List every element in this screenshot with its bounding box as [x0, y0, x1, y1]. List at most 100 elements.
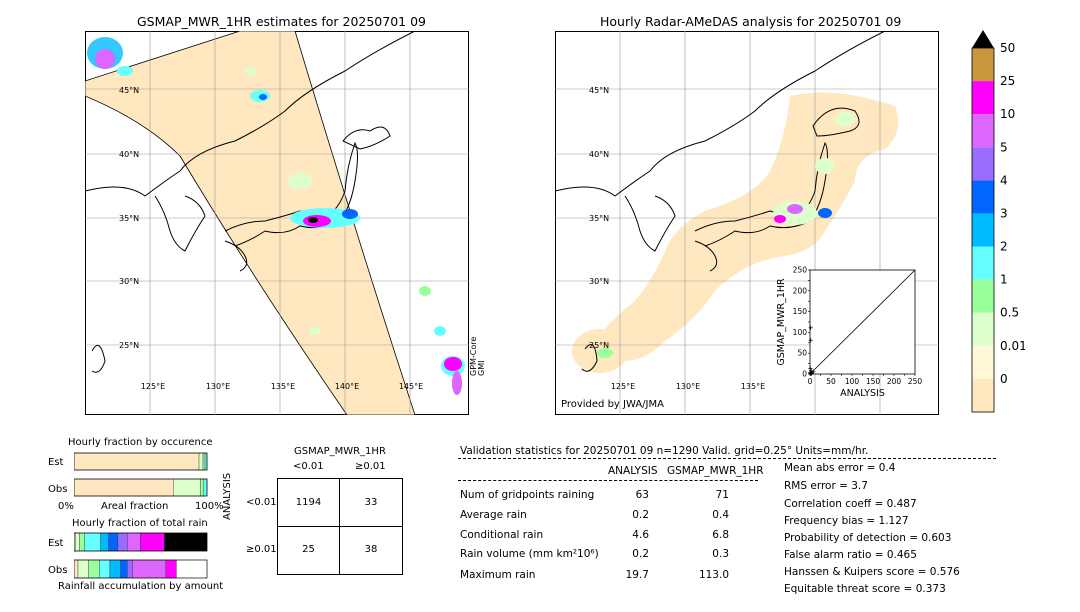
scatter-point: +: [808, 367, 814, 375]
colorbar-label: 3: [1000, 206, 1008, 220]
contingency-grid: 1194 33 25 38: [277, 478, 403, 575]
lon-label: 125°E: [141, 382, 165, 391]
scatter-xtick-label: 200: [887, 377, 902, 386]
scatter-point: +: [809, 369, 815, 377]
stacked-bar-outline: [74, 478, 208, 497]
lon-label: 145°E: [399, 382, 423, 391]
colorbar: 50 25 10 5 4 3 2 1 0.5 0.01 0: [971, 30, 1025, 413]
left-lon-labels: 125°E 130°E 135°E 140°E 145°E: [141, 382, 423, 391]
lat-label: 45°N: [119, 86, 139, 95]
score-corr: Correlation coeff = 0.487: [784, 498, 917, 510]
occurrence-obs-label: Obs: [48, 484, 68, 495]
occurrence-title: Hourly fraction by occurence: [68, 437, 213, 448]
score-ets: Equitable threat score = 0.373: [784, 583, 946, 595]
stacked-bar-segment: [77, 559, 89, 579]
occurrence-est-label: Est: [48, 457, 64, 468]
contingency-col-1: ≥0.01: [355, 461, 386, 472]
lat-label: 40°N: [589, 150, 609, 159]
colorbar-swatch: [972, 213, 994, 247]
lat-label: 25°N: [589, 341, 609, 350]
scatter-xtick-label: 100: [845, 377, 860, 386]
left-map: 45°N 40°N 35°N 30°N 25°N 125°E 130°E 135…: [85, 31, 469, 415]
colorbar-label: 25: [1000, 74, 1015, 88]
scatter-point: +: [807, 364, 813, 372]
scatter-ytick-label: 50: [797, 349, 807, 358]
contingency-row-1: ≥0.01: [246, 544, 277, 555]
lat-label: 45°N: [589, 86, 609, 95]
colorbar-label: 50: [1000, 41, 1015, 55]
right-lat-labels: 45°N 40°N 35°N 30°N 25°N: [589, 86, 609, 350]
occurrence-xlabel-100: 100%: [195, 501, 224, 512]
stat-row-label: Conditional rain: [460, 529, 544, 541]
stacked-bar-segment: [132, 559, 166, 579]
stacked-bar-outline: [74, 532, 208, 552]
validation-divider: [458, 458, 996, 459]
scatter-xtick-label: 250: [908, 377, 923, 386]
score-far: False alarm ratio = 0.465: [784, 549, 917, 561]
lon-label: 125°E: [611, 382, 635, 391]
scatter-point: +: [807, 370, 813, 378]
colorbar-label: 2: [1000, 240, 1008, 254]
scatter-xtick-label: 50: [826, 377, 836, 386]
score-mae: Mean abs error = 0.4: [784, 462, 896, 474]
stat-row-label: Maximum rain: [460, 569, 536, 581]
stacked-bar-segment: [100, 532, 109, 552]
stacked-bar-segment: [74, 478, 174, 497]
colorbar-label: 0: [1000, 372, 1008, 386]
stacked-bar-segment: [99, 559, 111, 579]
lat-label: 35°N: [119, 214, 139, 223]
totalrain-title: Hourly fraction of total rain: [72, 518, 208, 529]
stacked-bar-segment: [74, 452, 200, 471]
stat-row-gsmap: 113.0: [698, 569, 729, 581]
contingency-row-axis: ANALYSIS: [222, 472, 233, 520]
left-lat-labels: 45°N 40°N 35°N 30°N 25°N: [119, 86, 139, 350]
stacked-bar-outline: [74, 452, 208, 471]
occurrence-xlabel-mid: Areal fraction: [101, 501, 169, 512]
left-swath: [85, 31, 416, 415]
scatter-point: +: [810, 368, 816, 376]
scatter-point: +: [809, 370, 815, 378]
stacked-bar-segment: [140, 532, 165, 552]
totalrain-est-label: Est: [48, 538, 64, 549]
stacked-bar-outline: [74, 559, 208, 579]
stacked-bar-segment: [198, 452, 204, 471]
stat-row-analysis: 0.2: [632, 509, 649, 521]
colorbar-label: 0.01: [1000, 339, 1025, 353]
left-map-title: GSMAP_MWR_1HR estimates for 20250701 09: [137, 14, 426, 29]
stacked-bar-segment: [75, 532, 80, 552]
left-grid: [85, 31, 469, 415]
stacked-bar-segment: [200, 478, 204, 497]
scatter-point: +: [808, 370, 814, 378]
lon-label: 140°E: [335, 382, 359, 391]
colorbar-label: 10: [1000, 107, 1015, 121]
left-coastlines: [85, 31, 416, 373]
scatter-xtick-label: 150: [866, 377, 881, 386]
score-rmse: RMS error = 3.7: [784, 480, 868, 492]
stacked-bar-segment: [173, 478, 201, 497]
stat-row-gsmap: 6.8: [712, 529, 729, 541]
stacked-bar-segment: [164, 532, 208, 552]
colorbar-outline: [971, 47, 995, 413]
col-gsmap-header: GSMAP_MWR_1HR: [667, 465, 764, 477]
credit-text: Provided by JWA/JMA: [561, 399, 664, 410]
stacked-bar-segment: [109, 559, 121, 579]
stacked-bar-segment: [203, 478, 208, 497]
stacked-bar-segment: [84, 532, 101, 552]
colorbar-swatch: [972, 147, 994, 181]
scatter-ylabel: GSMAP_MWR_1HR: [776, 278, 787, 366]
stacked-bar-segment: [117, 532, 128, 552]
scatter-xlabel: ANALYSIS: [840, 388, 885, 399]
totalrain-obs-label: Obs: [48, 565, 68, 576]
scatter-point: +: [808, 336, 814, 344]
score-bias: Frequency bias = 1.127: [784, 515, 909, 527]
scatter-diagonal: [809, 269, 916, 375]
colorbar-label: 0.5: [1000, 306, 1019, 320]
cell-miss: 25: [302, 544, 315, 555]
scatter-inset: 0 50 100 150 200 250050100150200250++++++++++…: [776, 266, 923, 400]
scatter-ytick-label: 100: [793, 328, 808, 337]
scatter-point: +: [807, 368, 813, 376]
right-coastlines: [555, 31, 886, 372]
colorbar-swatch: [972, 114, 994, 148]
stat-row-gsmap: 0.4: [712, 509, 729, 521]
cell-hit-none: 1194: [295, 497, 322, 508]
